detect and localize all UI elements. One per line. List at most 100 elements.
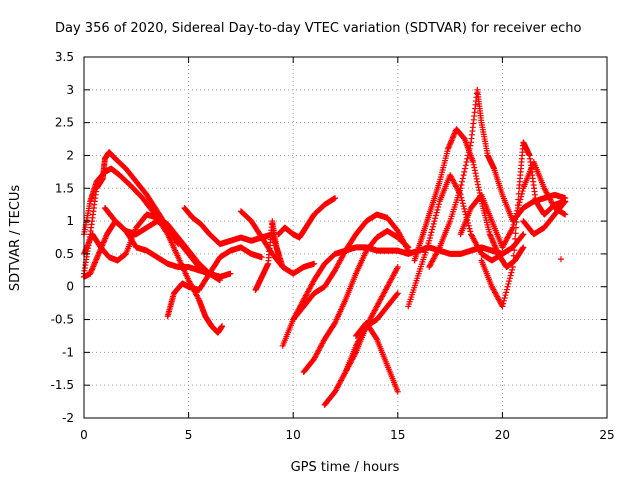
series-arc-9 bbox=[252, 218, 286, 294]
x-tick-label: 0 bbox=[80, 428, 88, 442]
series-arc-6 bbox=[164, 244, 265, 320]
y-tick-label: -1 bbox=[62, 345, 74, 359]
y-tick-label: 1 bbox=[66, 214, 74, 228]
data-point bbox=[512, 224, 519, 231]
grid bbox=[84, 57, 607, 418]
data-point bbox=[459, 200, 466, 207]
y-tick-label: 3.5 bbox=[55, 50, 74, 64]
data-point bbox=[508, 269, 515, 276]
data-point bbox=[506, 275, 513, 282]
data-point bbox=[394, 388, 401, 395]
data-point bbox=[394, 264, 401, 271]
data-point bbox=[520, 231, 527, 238]
data-point bbox=[460, 172, 467, 179]
data-point bbox=[430, 220, 437, 227]
y-tick-label: 0 bbox=[66, 280, 74, 294]
data-point bbox=[459, 178, 466, 185]
series-arc-10 bbox=[275, 195, 339, 241]
data-point bbox=[405, 244, 412, 251]
data-point bbox=[404, 243, 411, 250]
data-point bbox=[373, 335, 380, 342]
data-point bbox=[505, 280, 512, 287]
series-arc-5 bbox=[101, 204, 234, 280]
x-axis-label: GPS time / hours bbox=[291, 460, 400, 475]
data-points bbox=[81, 86, 569, 408]
data-point bbox=[465, 149, 472, 156]
y-tick-label: -0.5 bbox=[51, 313, 74, 327]
data-point bbox=[499, 303, 506, 310]
data-point bbox=[562, 198, 569, 205]
data-point bbox=[460, 203, 467, 210]
y-tick-label: -1.5 bbox=[51, 378, 74, 392]
data-point bbox=[464, 155, 471, 162]
x-tick-label: 15 bbox=[390, 428, 405, 442]
series-arc-13 bbox=[300, 227, 412, 376]
data-point bbox=[459, 175, 466, 182]
x-tick-label: 5 bbox=[185, 428, 193, 442]
data-point bbox=[502, 292, 509, 299]
data-point bbox=[463, 159, 470, 166]
data-point bbox=[462, 162, 469, 169]
data-point bbox=[500, 297, 507, 304]
series-arc-21 bbox=[478, 139, 569, 310]
data-point bbox=[219, 323, 226, 330]
data-point bbox=[503, 286, 510, 293]
chart-title: Day 356 of 2020, Sidereal Day-to-day VTE… bbox=[55, 21, 582, 36]
data-point bbox=[279, 264, 286, 271]
data-point bbox=[428, 229, 435, 236]
series-arc-23 bbox=[557, 256, 564, 263]
data-point bbox=[458, 181, 465, 188]
y-axis-label: SDTVAR / TECUs bbox=[8, 185, 23, 292]
data-point bbox=[513, 213, 520, 220]
data-point bbox=[311, 260, 318, 267]
data-point bbox=[512, 235, 519, 242]
data-point bbox=[435, 204, 442, 211]
data-point bbox=[394, 291, 401, 298]
series-arc-14 bbox=[321, 290, 401, 408]
data-point bbox=[462, 165, 469, 172]
data-point bbox=[426, 234, 433, 241]
data-point bbox=[457, 185, 464, 192]
data-point bbox=[467, 142, 474, 149]
data-point bbox=[461, 168, 468, 175]
data-point bbox=[431, 218, 438, 225]
data-point bbox=[509, 264, 516, 271]
series-arc-16 bbox=[352, 319, 401, 395]
y-tick-label: 1.5 bbox=[55, 181, 74, 195]
data-point bbox=[466, 145, 473, 152]
data-point bbox=[332, 195, 339, 202]
data-point bbox=[433, 209, 440, 216]
data-point bbox=[507, 272, 514, 279]
data-point bbox=[429, 223, 436, 230]
plot-frame bbox=[83, 56, 608, 419]
data-point bbox=[504, 283, 511, 290]
data-point bbox=[227, 270, 234, 277]
data-point bbox=[435, 201, 442, 208]
data-point bbox=[429, 226, 436, 233]
y-tick-label: -2 bbox=[62, 411, 74, 425]
x-tick-label: 10 bbox=[286, 428, 301, 442]
data-point bbox=[514, 207, 521, 214]
series-arc-22 bbox=[520, 198, 569, 238]
data-point bbox=[515, 190, 522, 197]
data-point bbox=[510, 252, 517, 259]
data-point bbox=[434, 206, 441, 213]
data-point bbox=[394, 290, 401, 297]
data-point bbox=[562, 211, 569, 218]
data-point bbox=[459, 197, 466, 204]
data-point bbox=[427, 232, 434, 239]
data-point bbox=[432, 215, 439, 222]
y-tick-label: 0.5 bbox=[55, 247, 74, 261]
data-point bbox=[461, 205, 468, 212]
data-point bbox=[511, 247, 518, 254]
data-point bbox=[465, 152, 472, 159]
data-point bbox=[557, 256, 564, 263]
y-tick-label: 2.5 bbox=[55, 116, 74, 130]
data-point bbox=[506, 278, 513, 285]
y-tick-label: 2 bbox=[66, 148, 74, 162]
data-point bbox=[465, 222, 472, 229]
data-point bbox=[515, 196, 522, 203]
data-point bbox=[258, 254, 265, 261]
x-tick-label: 20 bbox=[495, 428, 510, 442]
